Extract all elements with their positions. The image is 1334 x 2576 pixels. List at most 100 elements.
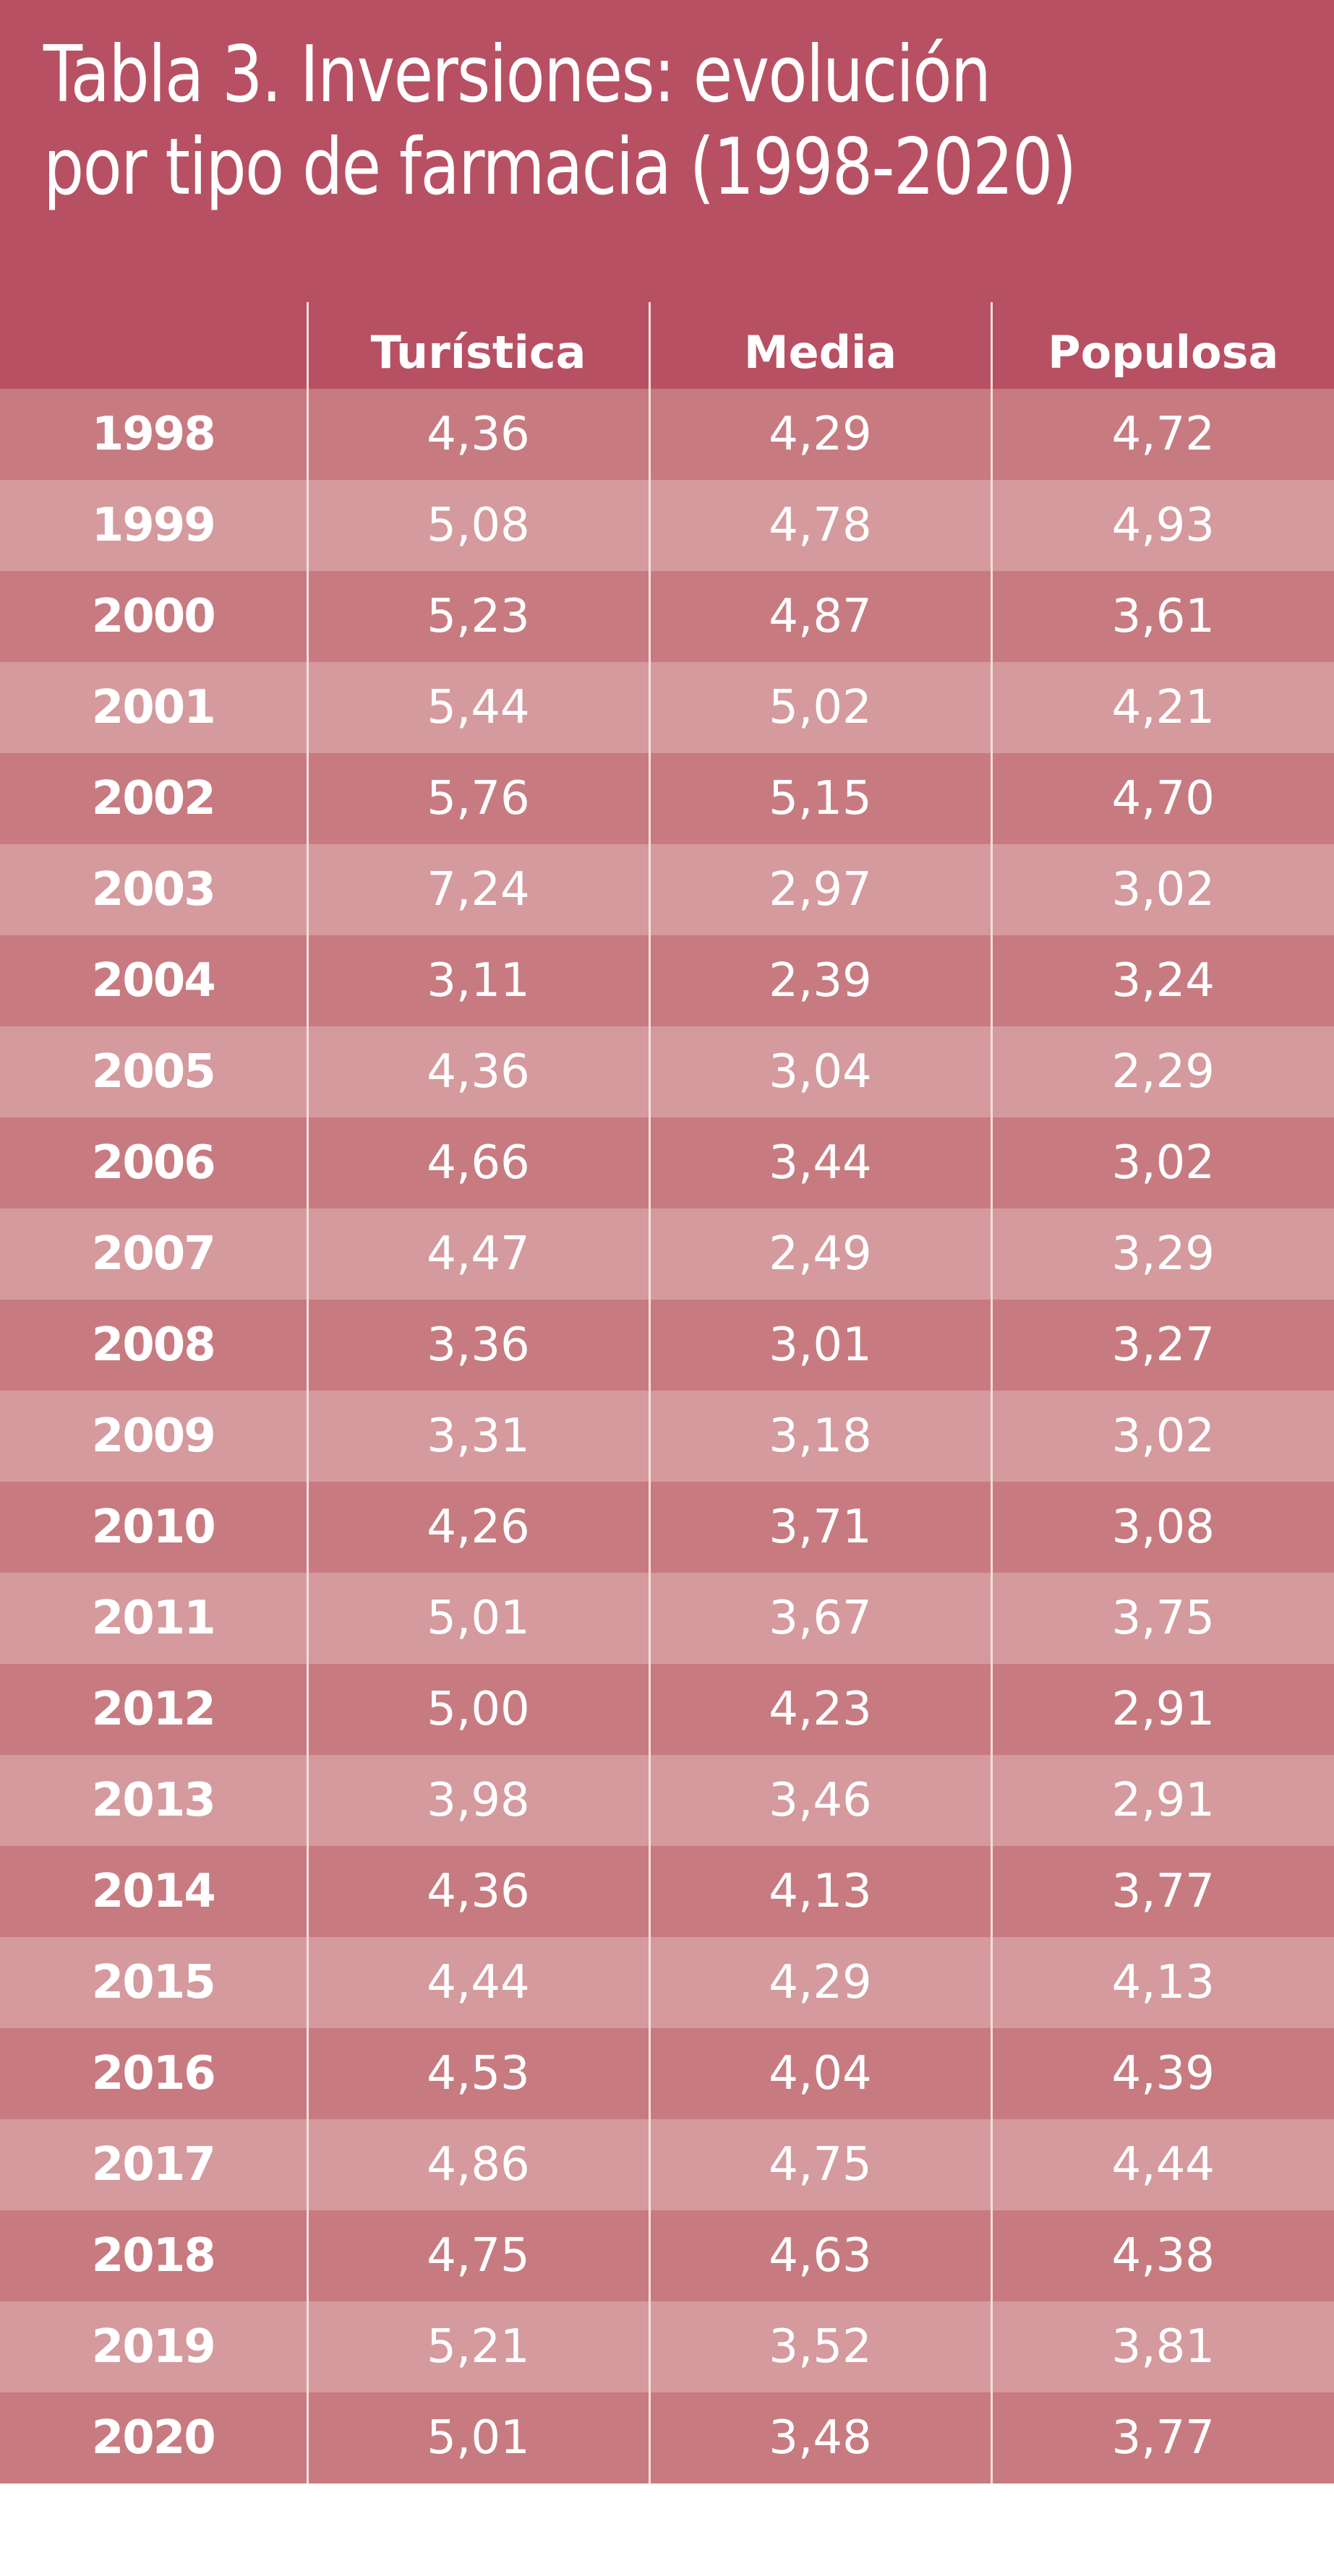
- media-cell: 3,67: [648, 1573, 991, 1664]
- populosa-cell: 3,02: [990, 1117, 1334, 1208]
- populosa-cell: 4,72: [990, 389, 1334, 480]
- table-header: Turística Media Populosa: [0, 302, 1334, 389]
- turistica-cell: 5,21: [306, 2301, 649, 2392]
- populosa-cell: 2,29: [990, 1026, 1334, 1117]
- table-title: Tabla 3. Inversiones: evolución por tipo…: [43, 30, 1077, 212]
- media-cell: 4,29: [648, 1937, 991, 2028]
- year-cell: 2012: [0, 1664, 307, 1755]
- table-row: 2009 3,31 3,18 3,02: [0, 1391, 1334, 1482]
- table-row: 2019 5,21 3,52 3,81: [0, 2301, 1334, 2392]
- header-row: Turística Media Populosa: [0, 302, 1334, 389]
- media-cell: 4,13: [648, 1846, 991, 1937]
- table-row: 2015 4,44 4,29 4,13: [0, 1937, 1334, 2028]
- year-cell: 2001: [0, 662, 307, 753]
- populosa-cell: 3,08: [990, 1482, 1334, 1573]
- year-cell: 2009: [0, 1391, 307, 1482]
- turistica-cell: 5,76: [306, 753, 649, 844]
- turistica-cell: 5,08: [306, 480, 649, 571]
- media-cell: 4,78: [648, 480, 991, 571]
- year-cell: 2019: [0, 2301, 307, 2392]
- turistica-cell: 4,53: [306, 2028, 649, 2119]
- turistica-cell: 3,11: [306, 935, 649, 1026]
- table-row: 2018 4,75 4,63 4,38: [0, 2210, 1334, 2301]
- year-cell: 2020: [0, 2392, 307, 2483]
- populosa-cell: 3,02: [990, 844, 1334, 935]
- table-row: 2013 3,98 3,46 2,91: [0, 1755, 1334, 1846]
- year-cell: 2008: [0, 1300, 307, 1391]
- year-cell: 2004: [0, 935, 307, 1026]
- table-row: 2001 5,44 5,02 4,21: [0, 662, 1334, 753]
- header-cell-media: Media: [648, 302, 991, 389]
- turistica-cell: 5,23: [306, 571, 649, 662]
- turistica-cell: 4,86: [306, 2119, 649, 2210]
- table-row: 2008 3,36 3,01 3,27: [0, 1300, 1334, 1391]
- populosa-cell: 3,02: [990, 1391, 1334, 1482]
- year-cell: 2016: [0, 2028, 307, 2119]
- header-cell-turistica: Turística: [306, 302, 649, 389]
- media-cell: 4,75: [648, 2119, 991, 2210]
- year-cell: 2002: [0, 753, 307, 844]
- year-cell: 1999: [0, 480, 307, 571]
- table-row: 2016 4,53 4,04 4,39: [0, 2028, 1334, 2119]
- turistica-cell: 3,31: [306, 1391, 649, 1482]
- populosa-cell: 4,21: [990, 662, 1334, 753]
- year-cell: 2013: [0, 1755, 307, 1846]
- turistica-cell: 3,36: [306, 1300, 649, 1391]
- year-cell: 2010: [0, 1482, 307, 1573]
- populosa-cell: 3,29: [990, 1208, 1334, 1300]
- table-row: 2014 4,36 4,13 3,77: [0, 1846, 1334, 1937]
- turistica-cell: 4,36: [306, 1026, 649, 1117]
- table-card: Tabla 3. Inversiones: evolución por tipo…: [0, 0, 1334, 2483]
- media-cell: 4,63: [648, 2210, 991, 2301]
- populosa-cell: 4,44: [990, 2119, 1334, 2210]
- table-row: 2007 4,47 2,49 3,29: [0, 1208, 1334, 1300]
- year-cell: 2007: [0, 1208, 307, 1300]
- media-cell: 2,49: [648, 1208, 991, 1300]
- populosa-cell: 3,27: [990, 1300, 1334, 1391]
- media-cell: 5,02: [648, 662, 991, 753]
- year-cell: 2014: [0, 1846, 307, 1937]
- table-row: 2017 4,86 4,75 4,44: [0, 2119, 1334, 2210]
- turistica-cell: 5,01: [306, 1573, 649, 1664]
- table-row: 2002 5,76 5,15 4,70: [0, 753, 1334, 844]
- turistica-cell: 5,44: [306, 662, 649, 753]
- media-cell: 2,39: [648, 935, 991, 1026]
- populosa-cell: 4,39: [990, 2028, 1334, 2119]
- media-cell: 3,01: [648, 1300, 991, 1391]
- table-row: 2005 4,36 3,04 2,29: [0, 1026, 1334, 1117]
- header-cell-populosa: Populosa: [990, 302, 1334, 389]
- investments-table: Turística Media Populosa 1998 4,36 4,29 4,7…: [0, 302, 1334, 2483]
- media-cell: 4,23: [648, 1664, 991, 1755]
- media-cell: 3,18: [648, 1391, 991, 1482]
- media-cell: 3,71: [648, 1482, 991, 1573]
- turistica-cell: 7,24: [306, 844, 649, 935]
- populosa-cell: 3,24: [990, 935, 1334, 1026]
- populosa-cell: 4,38: [990, 2210, 1334, 2301]
- populosa-cell: 4,13: [990, 1937, 1334, 2028]
- populosa-cell: 3,77: [990, 2392, 1334, 2483]
- media-cell: 3,04: [648, 1026, 991, 1117]
- table-row: 2012 5,00 4,23 2,91: [0, 1664, 1334, 1755]
- turistica-cell: 4,26: [306, 1482, 649, 1573]
- table-row: 2003 7,24 2,97 3,02: [0, 844, 1334, 935]
- header-cell-year: [0, 302, 307, 389]
- turistica-cell: 4,66: [306, 1117, 649, 1208]
- table-row: 2006 4,66 3,44 3,02: [0, 1117, 1334, 1208]
- media-cell: 4,04: [648, 2028, 991, 2119]
- year-cell: 2006: [0, 1117, 307, 1208]
- year-cell: 2015: [0, 1937, 307, 2028]
- table-row: 2010 4,26 3,71 3,08: [0, 1482, 1334, 1573]
- populosa-cell: 3,77: [990, 1846, 1334, 1937]
- populosa-cell: 4,93: [990, 480, 1334, 571]
- media-cell: 4,29: [648, 389, 991, 480]
- table-row: 2004 3,11 2,39 3,24: [0, 935, 1334, 1026]
- turistica-cell: 4,75: [306, 2210, 649, 2301]
- media-cell: 5,15: [648, 753, 991, 844]
- turistica-cell: 3,98: [306, 1755, 649, 1846]
- year-cell: 2003: [0, 844, 307, 935]
- media-cell: 3,48: [648, 2392, 991, 2483]
- table-row: 2020 5,01 3,48 3,77: [0, 2392, 1334, 2483]
- populosa-cell: 3,61: [990, 571, 1334, 662]
- year-cell: 2018: [0, 2210, 307, 2301]
- populosa-cell: 3,75: [990, 1573, 1334, 1664]
